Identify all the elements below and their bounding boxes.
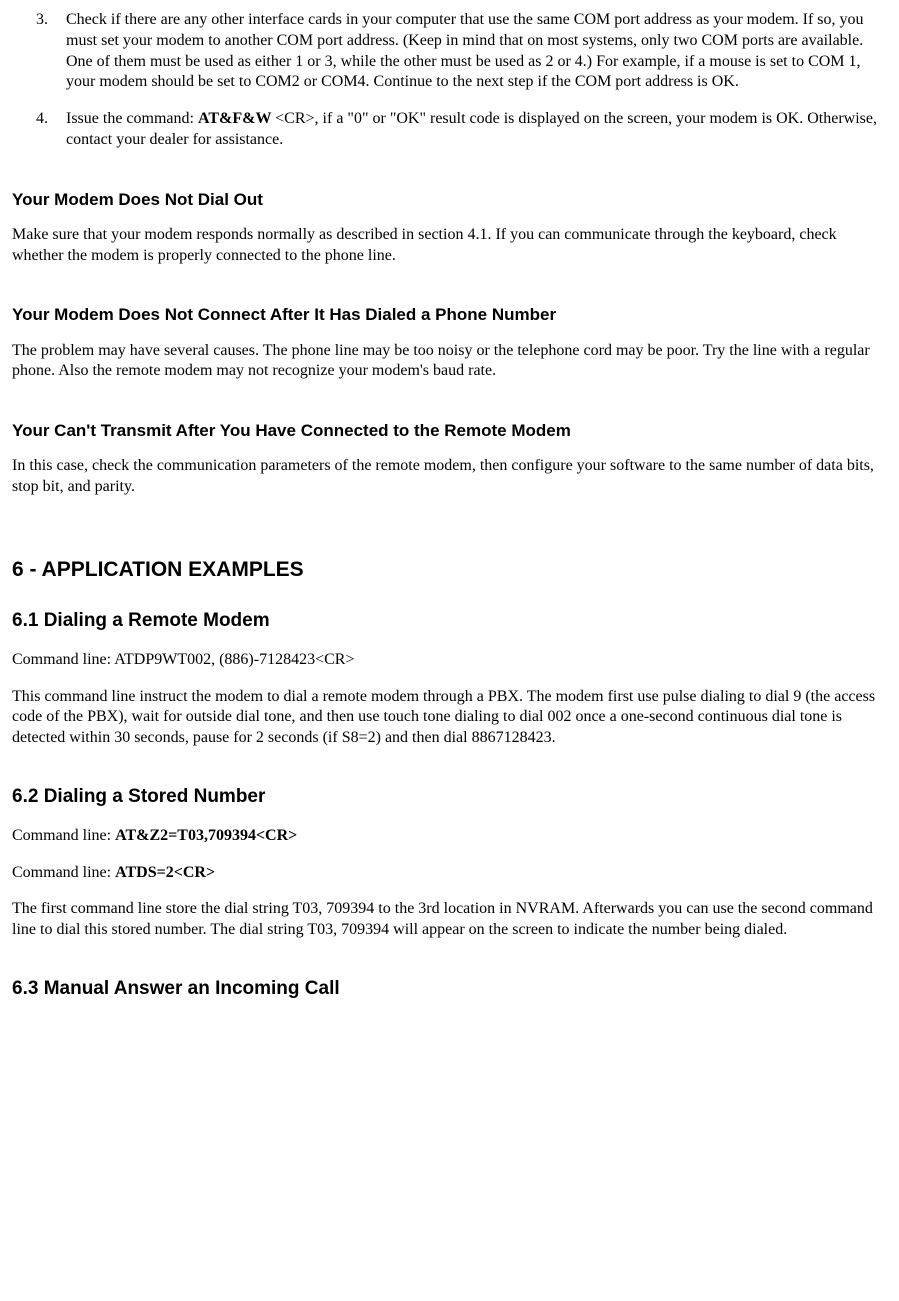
section-6-1-cmd: Command line: ATDP9WT002, (886)-7128423<… xyxy=(12,650,887,671)
section-6-2-title: 6.2 Dialing a Stored Number xyxy=(12,785,887,810)
item4-command: AT&F&W xyxy=(198,110,275,127)
subhead-no-transmit: Your Can't Transmit After You Have Conne… xyxy=(12,420,887,442)
item4-pre: Issue the command: xyxy=(66,110,198,127)
section-6-3-title: 6.3 Manual Answer an Incoming Call xyxy=(12,977,887,1002)
section-6-1-body: This command line instruct the modem to … xyxy=(12,687,887,749)
section-6-2-cmd1: Command line: AT&Z2=T03,709394<CR> xyxy=(12,826,887,847)
body-no-connect: The problem may have several causes. The… xyxy=(12,341,887,383)
troubleshooting-list: Check if there are any other interface c… xyxy=(12,10,887,151)
body-no-transmit: In this case, check the communication pa… xyxy=(12,456,887,498)
body-dial-out: Make sure that your modem responds norma… xyxy=(12,225,887,267)
cmd2-bold: ATDS=2<CR> xyxy=(115,864,215,881)
list-item-4: Issue the command: AT&F&W <CR>, if a "0"… xyxy=(52,109,887,151)
subhead-dial-out: Your Modem Does Not Dial Out xyxy=(12,189,887,211)
subhead-no-connect: Your Modem Does Not Connect After It Has… xyxy=(12,304,887,326)
chapter-title: 6 - APPLICATION EXAMPLES xyxy=(12,556,887,583)
list-item-3: Check if there are any other interface c… xyxy=(52,10,887,93)
section-6-2-cmd2: Command line: ATDS=2<CR> xyxy=(12,863,887,884)
cmd1-pre: Command line: xyxy=(12,827,115,844)
cmd1-bold: AT&Z2=T03,709394<CR> xyxy=(115,827,297,844)
section-6-1-title: 6.1 Dialing a Remote Modem xyxy=(12,609,887,634)
cmd2-pre: Command line: xyxy=(12,864,115,881)
section-6-2-body: The first command line store the dial st… xyxy=(12,899,887,941)
